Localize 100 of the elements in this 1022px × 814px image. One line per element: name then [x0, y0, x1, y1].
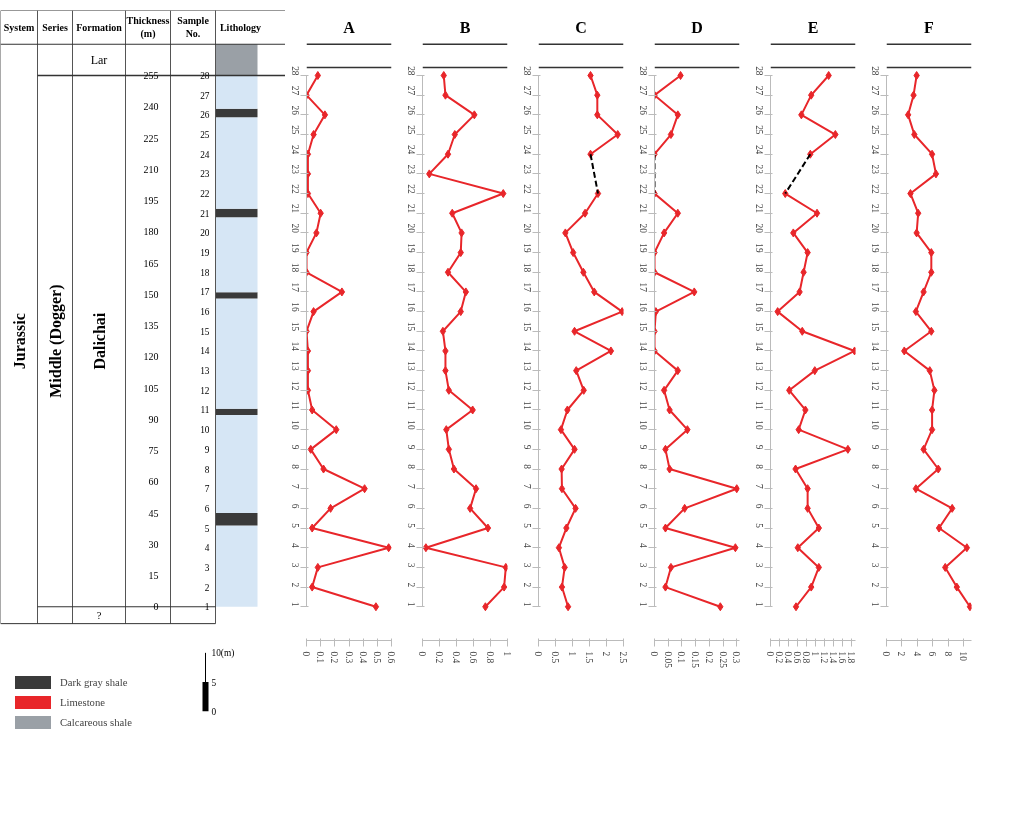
- y-tick-label: 20: [290, 223, 300, 234]
- x-tick-label: 0.4: [782, 651, 793, 664]
- y-tick-label: 27: [290, 85, 300, 96]
- annotation: Lar: [90, 52, 108, 67]
- annotation: Dalichai: [90, 312, 108, 370]
- x-tick-label: 0: [765, 651, 775, 657]
- y-tick-label: 10: [290, 420, 300, 430]
- y-tick-label: 22: [522, 184, 532, 194]
- y-tick-label: 4: [290, 543, 300, 549]
- y-tick-label: 11: [522, 401, 532, 411]
- annotation: 3: [204, 562, 210, 573]
- y-tick-label: 7: [870, 484, 880, 490]
- chart-title: E: [807, 18, 819, 36]
- y-tick-label: 20: [406, 223, 416, 234]
- x-tick-label: 0.15: [690, 651, 701, 669]
- y-tick-label: 7: [522, 484, 532, 490]
- x-tick-label: 0.1: [676, 651, 687, 664]
- y-tick-label: 8: [522, 464, 532, 470]
- x-tick-label: 0.05: [662, 651, 673, 669]
- y-tick-label: 4: [522, 543, 532, 549]
- y-tick-label: 1: [870, 602, 880, 608]
- y-tick-label: 2: [406, 582, 416, 588]
- y-tick-label: 23: [754, 164, 764, 175]
- legend-label: Calcareous shale: [60, 716, 132, 728]
- y-tick-label: 14: [290, 341, 300, 352]
- y-tick-label: 27: [406, 85, 416, 96]
- y-tick-label: 28: [754, 66, 764, 76]
- y-tick-label: 28: [638, 66, 648, 76]
- y-tick-label: 24: [638, 144, 648, 155]
- y-tick-label: 10: [754, 420, 764, 430]
- x-tick-label: 2: [896, 651, 907, 657]
- x-tick-label: 0.4: [451, 651, 461, 664]
- y-tick-label: 27: [522, 85, 532, 96]
- y-tick-label: 19: [290, 243, 300, 253]
- x-tick-label: 8: [942, 651, 953, 657]
- y-tick-label: 8: [754, 464, 764, 470]
- y-tick-label: 120: [143, 351, 159, 363]
- y-tick-label: 150: [143, 288, 159, 300]
- x-tick-label: 2: [601, 651, 611, 657]
- annotation: 17: [200, 287, 210, 298]
- y-tick-label: 12: [522, 380, 532, 391]
- y-tick-label: 5: [522, 523, 532, 529]
- y-tick-label: 26: [754, 105, 764, 116]
- y-tick-label: 25: [406, 125, 416, 135]
- x-tick-label: 1.8: [845, 651, 856, 664]
- y-tick-label: 20: [754, 223, 764, 234]
- y-tick-label: 6: [290, 503, 300, 509]
- y-tick-label: 14: [754, 341, 764, 352]
- annotation: 6: [204, 503, 210, 514]
- y-tick-label: 20: [522, 223, 532, 234]
- x-tick-label: 0.5: [371, 651, 382, 664]
- y-tick-label: 23: [406, 164, 416, 175]
- text: 5: [211, 677, 217, 688]
- y-tick-label: 15: [870, 321, 880, 332]
- annotation: 8: [204, 464, 210, 475]
- y-tick-label: 17: [754, 282, 764, 293]
- y-tick-label: 11: [638, 401, 648, 411]
- y-tick-label: 28: [290, 66, 300, 76]
- y-tick-label: 15: [148, 570, 159, 581]
- y-tick-label: 21: [522, 203, 532, 214]
- x-tick-label: 0.5: [550, 651, 560, 664]
- y-tick-label: 240: [143, 101, 159, 113]
- y-tick-label: 4: [638, 543, 648, 549]
- annotation: 9: [204, 444, 210, 455]
- x-tick-label: 1: [809, 651, 820, 657]
- y-tick-label: 17: [522, 282, 532, 293]
- y-tick-label: 7: [754, 484, 764, 490]
- y-tick-label: 3: [522, 562, 532, 568]
- chart-title: B: [459, 18, 471, 36]
- annotation: 5: [204, 523, 210, 534]
- y-tick-label: 28: [522, 66, 532, 76]
- y-tick-label: 7: [406, 484, 416, 490]
- y-tick-label: 3: [638, 562, 648, 568]
- annotation: Middle (Dogger): [46, 284, 65, 398]
- y-tick-label: 3: [290, 562, 300, 568]
- y-tick-label: 19: [754, 243, 764, 253]
- y-tick-label: 2: [638, 582, 648, 588]
- y-tick-label: 23: [870, 164, 880, 175]
- y-tick-label: 16: [754, 302, 764, 312]
- annotation: 13: [200, 366, 210, 377]
- x-tick-label: 1: [567, 651, 577, 657]
- y-tick-label: 25: [870, 125, 880, 135]
- y-tick-label: 17: [638, 282, 648, 293]
- y-tick-label: 1: [290, 602, 300, 608]
- y-tick-label: 18: [638, 262, 648, 273]
- y-tick-label: 22: [754, 184, 764, 194]
- annotation: 15: [200, 326, 210, 337]
- y-tick-label: 12: [290, 380, 300, 391]
- y-tick-label: 14: [638, 341, 648, 352]
- y-tick-label: 27: [638, 85, 648, 96]
- y-tick-label: 165: [143, 257, 159, 269]
- y-tick-label: 22: [638, 184, 648, 194]
- y-tick-label: 13: [290, 361, 300, 371]
- x-tick-label: 10: [958, 651, 969, 662]
- y-tick-label: 18: [522, 262, 532, 273]
- y-tick-label: 25: [754, 125, 764, 135]
- y-tick-label: 26: [870, 105, 880, 116]
- annotation: 4: [204, 543, 210, 554]
- x-tick-label: 4: [911, 651, 922, 657]
- annotation: 1: [204, 602, 210, 613]
